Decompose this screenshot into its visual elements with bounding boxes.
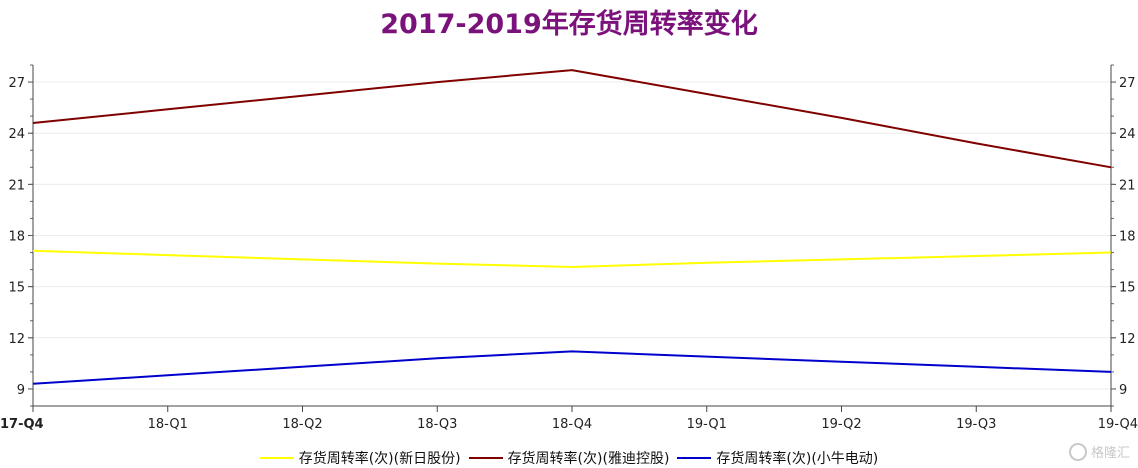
x-tick-label: 18-Q2 [282, 417, 322, 432]
series-line [32, 69, 1112, 169]
y-tick-label-left: 27 [8, 76, 25, 91]
watermark-text: 格隆汇 [1090, 446, 1130, 461]
series-lines [32, 69, 1112, 385]
y-tick-label-left: 9 [17, 383, 25, 398]
chart-title: 2017-2019年存货周转率变化 [380, 9, 758, 40]
y-tick-label-right: 18 [1119, 230, 1136, 245]
legend-item: 存货周转率(次)(小牛电动) [677, 448, 878, 468]
y-tick-label-right: 9 [1119, 383, 1127, 398]
axes [28, 64, 1116, 412]
x-tick-label: 19-Q2 [821, 417, 861, 432]
watermark-logo-icon [1068, 442, 1087, 461]
y-tick-label-left: 18 [8, 230, 25, 245]
legend-item: 存货周转率(次)(雅迪控股) [468, 448, 670, 468]
y-tick-label-right: 12 [1119, 332, 1136, 347]
tick-labels: 9 9 12 12 15 15 18 18 21 21 24 24 27 27 17-Q4 18-Q1 18-Q… [0, 76, 1138, 432]
x-tick-label: 18-Q1 [148, 417, 188, 432]
legend-label: 存货周转率(次)(小牛电动) [716, 451, 879, 467]
legend-item: 存货周转率(次)(新日股份) [259, 448, 461, 468]
gridlines [33, 81, 1111, 390]
x-tick-label: 18-Q3 [417, 417, 457, 432]
x-tick-label: 19-Q1 [687, 417, 727, 432]
legend-label: 存货周转率(次)(雅迪控股) [507, 451, 670, 467]
series-line [32, 249, 1112, 269]
x-tick-label: 19-Q3 [956, 417, 996, 432]
legend: 存货周转率(次)(新日股份) 存货周转率(次)(雅迪控股) 存货周转率(次)(小牛电… [0, 448, 1138, 468]
y-tick-label-right: 15 [1119, 281, 1136, 296]
y-tick-label-right: 21 [1119, 178, 1136, 193]
x-tick-label: 18-Q4 [552, 417, 592, 432]
series-line [32, 350, 1112, 385]
legend-label: 存货周转率(次)(新日股份) [298, 451, 461, 467]
y-tick-label-left: 21 [8, 178, 25, 193]
y-tick-label-left: 15 [8, 281, 25, 296]
y-tick-label-right: 24 [1119, 127, 1136, 142]
legend-swatch [677, 457, 712, 459]
x-tick-label: 19-Q4 [1098, 417, 1138, 432]
legend-swatch [259, 457, 294, 459]
y-tick-label-left: 24 [8, 127, 25, 142]
y-tick-label-right: 27 [1119, 76, 1136, 91]
watermark: 格隆汇 [1068, 442, 1130, 461]
y-tick-label-left: 12 [8, 332, 25, 347]
legend-swatch [468, 457, 503, 459]
x-tick-label: 17-Q4 [0, 417, 44, 432]
